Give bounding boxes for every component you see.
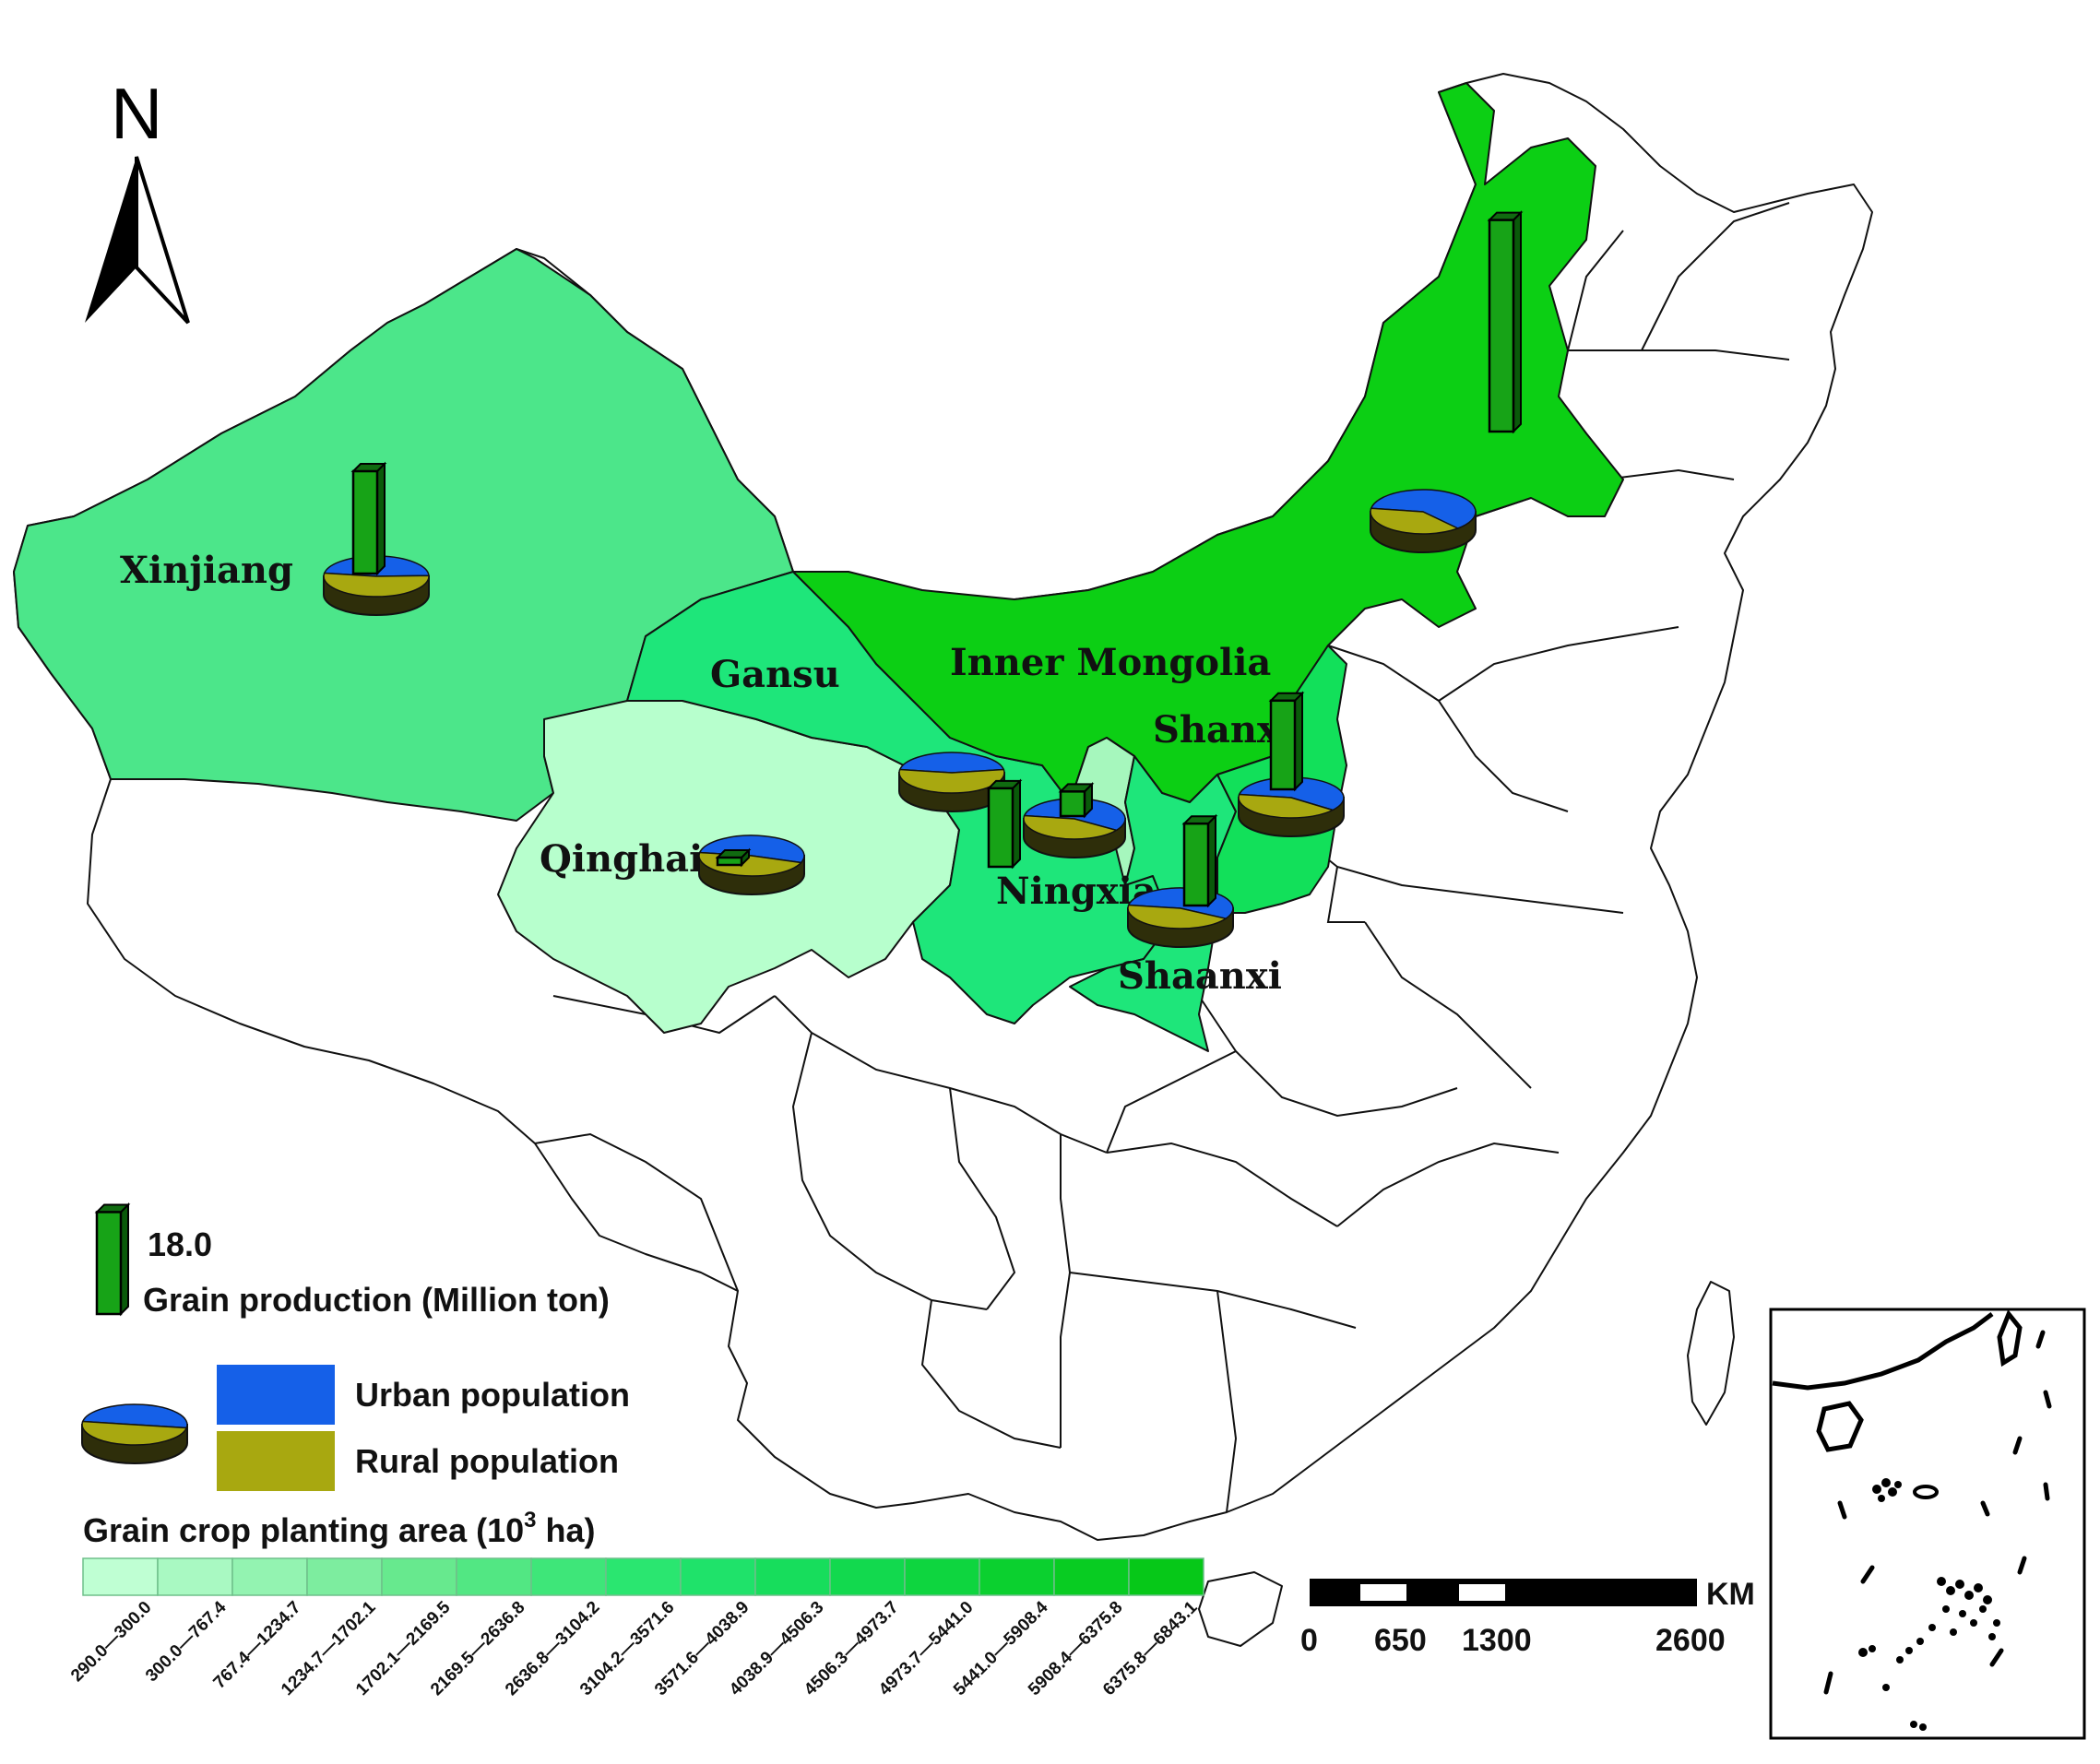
label-shaanxi: Shaanxi (1118, 954, 1282, 998)
scale-tick-650: 650 (1374, 1623, 1427, 1658)
legend-class-swatch (904, 1557, 980, 1596)
pie-shanxi (1238, 776, 1345, 837)
north-arrow-right-icon (135, 156, 190, 325)
pie-slice-urban (81, 1403, 188, 1429)
scale-bar-segment (1459, 1584, 1505, 1601)
pie-slice-urban (898, 752, 1005, 774)
bar-gansu (986, 778, 1023, 870)
label-shanxi: Shanxi (1153, 708, 1293, 752)
legend-class-swatch (605, 1557, 682, 1596)
legend-area-title-prefix: Grain crop planting area (10 (83, 1511, 524, 1549)
legend-grain: 18.0 Grain production (Million ton) (94, 1202, 610, 1319)
legend-class-swatch (979, 1557, 1055, 1596)
pie-slice-rural (1127, 904, 1228, 929)
legend-pie (81, 1403, 188, 1464)
scale-unit: KM (1706, 1577, 1755, 1612)
pie-shaanxi (1127, 887, 1234, 948)
pie-gansu (898, 752, 1005, 812)
legend-class-swatch (82, 1557, 159, 1596)
legend-bar-icon (94, 1202, 131, 1317)
label-qinghai: Qinghai (540, 837, 703, 881)
north-arrow: N (85, 73, 190, 325)
hainan-outline (1198, 1571, 1283, 1647)
taiwan-outline (1687, 1281, 1735, 1426)
region-labels: Xinjiang Gansu Qinghai Inner Mongolia Ni… (120, 549, 1293, 998)
legend-class-swatch (1053, 1557, 1130, 1596)
south-china-sea-inset (1769, 1308, 2086, 1740)
scale-bar: KM 0 650 1300 2600 (1300, 1577, 1755, 1658)
pie-slice-rural (1238, 793, 1335, 819)
bar-xinjiang (350, 461, 387, 576)
bar-inner-mongolia (1487, 210, 1524, 434)
pie-slice-rural (898, 768, 1005, 794)
pie-slice-urban (1238, 776, 1345, 811)
legend-area-title-sup: 3 (524, 1508, 536, 1533)
bar-qinghai (715, 847, 752, 868)
legend-class-swatch (306, 1557, 383, 1596)
legend-grain-title: Grain production (Million ton) (143, 1281, 610, 1319)
bar-shaanxi (1181, 813, 1218, 908)
legend-class-swatch (231, 1557, 308, 1596)
legend-population: Urban population Rural population (81, 1365, 630, 1491)
legend-area-title-suffix: ha) (536, 1511, 595, 1549)
bar-front (1182, 822, 1210, 907)
inset-islands (1858, 1478, 2000, 1731)
pie-ningxia (1023, 798, 1126, 858)
legend-rural-label: Rural population (355, 1442, 619, 1480)
scale-bar-segment (1360, 1584, 1406, 1601)
legend-rural-swatch (217, 1431, 335, 1491)
pie-slice-rural (81, 1420, 188, 1446)
bar-front (1269, 699, 1297, 791)
inset-dash-line (1823, 1330, 2052, 1695)
pie-slice-rural (323, 572, 430, 598)
bar-front (351, 469, 379, 575)
legend-urban-swatch (217, 1365, 335, 1425)
legend-urban-label: Urban population (355, 1376, 630, 1414)
bar-front (716, 856, 743, 867)
pie-qinghai (698, 835, 805, 895)
legend-class-swatch (754, 1557, 831, 1596)
legend-grain-value: 18.0 (148, 1225, 212, 1263)
pie-slice-urban (1370, 489, 1477, 529)
legend-class-swatch (456, 1557, 532, 1596)
pie-slice-rural (1023, 814, 1119, 840)
north-label: N (111, 73, 162, 154)
bar-front (1059, 790, 1086, 818)
legend-class-swatch (381, 1557, 457, 1596)
scale-tick-2600: 2600 (1655, 1623, 1726, 1658)
legend-class-swatch (1128, 1557, 1204, 1596)
legend-class-swatch (829, 1557, 906, 1596)
label-xinjiang: Xinjiang (120, 549, 293, 592)
legend-class-swatch (530, 1557, 607, 1596)
pie-inner-mongolia (1370, 489, 1477, 553)
label-inner-mongolia: Inner Mongolia (950, 641, 1271, 684)
pie-slice-rural (1370, 507, 1460, 535)
label-gansu: Gansu (710, 653, 840, 696)
legend-class-swatches: 290.0—300.0300.0—767.4767.4—1234.71234.7… (67, 1557, 1204, 1699)
legend-area-title: Grain crop planting area (103 ha) (83, 1508, 596, 1549)
scale-tick-1300: 1300 (1462, 1623, 1532, 1658)
region-symbols (323, 210, 1524, 948)
bar-shanxi (1268, 691, 1305, 792)
legend-pie-icon (81, 1403, 188, 1464)
pie-slice-urban (698, 835, 805, 864)
inset-frame (1769, 1308, 2086, 1740)
legend-bar-front (95, 1211, 123, 1316)
bar-front (987, 787, 1014, 869)
scale-tick-0: 0 (1300, 1623, 1318, 1658)
inset-coastline (1772, 1309, 2023, 1452)
legend-area: Grain crop planting area (103 ha) 290.0—… (67, 1508, 1204, 1699)
legend-class-swatch (157, 1557, 233, 1596)
bar-ningxia (1058, 781, 1095, 819)
bar-front (1488, 219, 1515, 433)
north-arrow-left-icon (85, 157, 136, 323)
legend-class-swatch (680, 1557, 756, 1596)
